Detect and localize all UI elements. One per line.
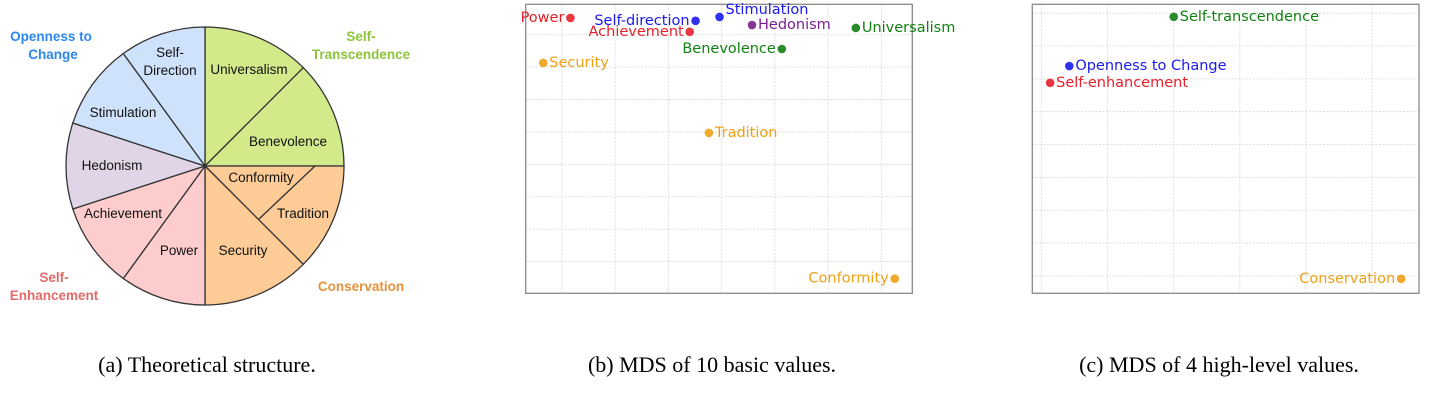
label-universalism: Universalism — [862, 20, 955, 36]
point-power — [566, 13, 575, 23]
label-self-direction: Self-direction — [594, 13, 689, 29]
group-self-enhancement-1: Self- — [39, 270, 68, 285]
label-power: Power — [160, 243, 199, 258]
group-self-transcendence-1: Self- — [346, 29, 375, 44]
label-achievement: Achievement — [84, 206, 162, 221]
point-conformity — [890, 274, 900, 284]
group-openness-2: Change — [28, 47, 78, 62]
label-conformity: Conformity — [228, 170, 294, 185]
label-self-direction-1: Self- — [156, 45, 184, 60]
label-self-direction-2: Direction — [143, 63, 196, 78]
theory-pie — [65, 26, 345, 306]
group-openness-1: Openness to — [10, 29, 92, 44]
label-hedonism: Hedonism — [82, 158, 143, 173]
label-self-enhancement: Self-enhancement — [1056, 75, 1188, 91]
slice-benevolence — [203, 66, 345, 167]
label-stimulation: Stimulation — [726, 2, 809, 18]
slice-achievement — [71, 164, 207, 280]
point-self-enhancement — [1045, 78, 1055, 88]
slice-conformity-tradition — [203, 165, 345, 266]
point-universalism — [851, 23, 861, 33]
grid — [525, 4, 913, 294]
label-conservation: Conservation — [1299, 271, 1395, 287]
label-openness-to-change: Openness to Change — [1075, 58, 1226, 74]
group-labels: Openness to Change Self- Transcendence S… — [10, 29, 411, 303]
label-stimulation: Stimulation — [90, 105, 157, 120]
point-conservation — [1396, 274, 1406, 284]
slice-universalism — [204, 26, 305, 168]
point-openness-to-change — [1065, 61, 1074, 71]
group-self-enhancement-2: Enhancement — [10, 288, 99, 303]
mds-high-level-values-plot: Self-transcendence Openness to ChangeSelf… — [1031, 3, 1420, 294]
grid — [1032, 4, 1419, 294]
label-benevolence: Benevolence — [682, 41, 776, 57]
caption-a: (a) Theoretical structure. — [98, 352, 316, 377]
slice-security — [204, 164, 305, 306]
point-stimulation — [715, 12, 724, 22]
caption-c: (c) MDS of 4 high-level values. — [1079, 352, 1359, 377]
point-security — [538, 58, 548, 68]
slice-power — [122, 163, 206, 306]
slice-stimulation — [71, 52, 207, 168]
point-achievement — [685, 27, 695, 37]
label-conformity: Conformity — [808, 271, 889, 287]
slice-hedonism — [65, 122, 208, 210]
point-benevolence — [777, 44, 787, 54]
label-achievement: Achievement — [589, 24, 685, 40]
label-hedonism: Hedonism — [758, 17, 831, 33]
point-tradition — [704, 128, 714, 138]
label-self-transcendence: Self-transcendence — [1180, 9, 1319, 25]
group-conservation: Conservation — [318, 279, 404, 294]
point-hedonism — [747, 20, 757, 30]
label-universalism: Universalism — [210, 62, 287, 77]
label-benevolence: Benevolence — [249, 134, 327, 149]
conformity-tradition-divider — [258, 165, 316, 220]
label-tradition: Tradition — [714, 125, 778, 141]
pie-labels: Self- Direction Universalism Benevolence… — [82, 45, 329, 258]
point-self-direction — [691, 16, 700, 26]
point-self-transcendence — [1169, 12, 1179, 22]
group-self-transcendence-2: Transcendence — [312, 47, 411, 62]
plot-frame — [1031, 3, 1420, 294]
label-power: Power — [521, 10, 565, 26]
caption-b: (b) MDS of 10 basic values. — [588, 352, 836, 377]
label-tradition: Tradition — [277, 206, 329, 221]
label-security: Security — [219, 243, 268, 258]
plot-frame — [525, 3, 913, 294]
slice-self-direction — [122, 26, 206, 169]
mds-basic-values-plot: Power Self-direction Stimulation Achievemen… — [521, 2, 955, 294]
label-security: Security — [549, 55, 609, 71]
